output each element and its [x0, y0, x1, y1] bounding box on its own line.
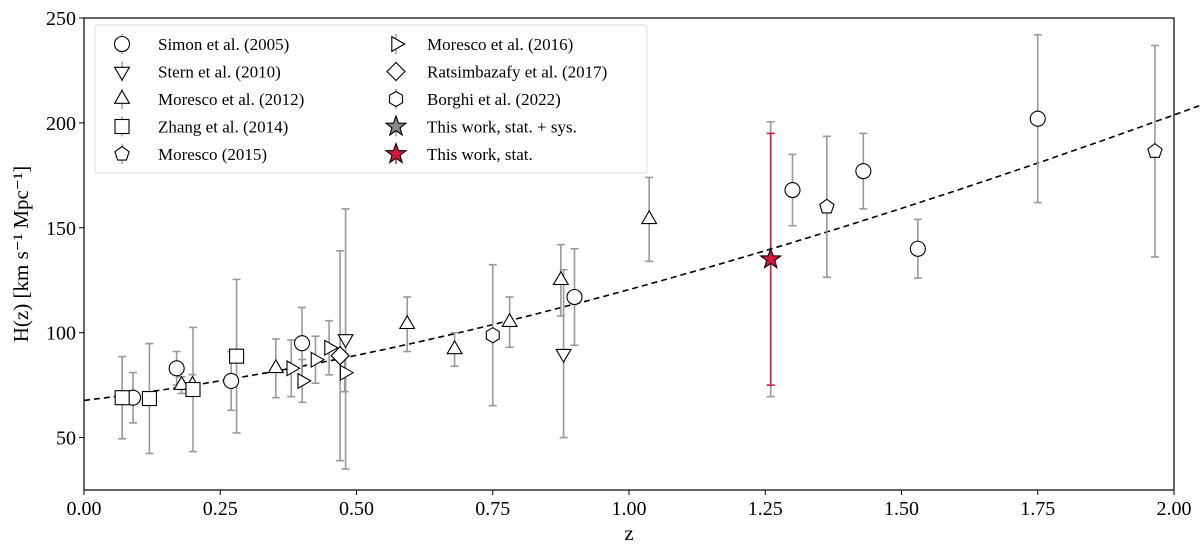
legend-label: Borghi et al. (2022) [427, 90, 561, 109]
x-tick-label: 0.50 [339, 498, 374, 520]
data-point-circle [566, 288, 583, 306]
legend-marker-square [114, 118, 130, 135]
legend-label: Moresco et al. (2016) [427, 35, 573, 54]
data-point-square [229, 348, 245, 364]
data-point-triangle-up [267, 358, 285, 374]
legend-label: This work, stat. [427, 145, 533, 164]
x-tick-label: 0.00 [67, 498, 102, 520]
legend-label: Stern et al. (2010) [158, 63, 281, 82]
data-point-star-red [759, 247, 783, 270]
data-point-circle [1029, 110, 1046, 127]
data-point-triangle-right [310, 351, 326, 369]
data-point-triangle-right [286, 360, 301, 377]
legend-label: Simon et al. (2005) [158, 35, 289, 54]
y-axis-label: H(z) [km s⁻¹ Mpc⁻¹] [9, 166, 33, 342]
legend-label: Zhang et al. (2014) [158, 118, 288, 137]
x-tick-label: 1.00 [612, 498, 647, 520]
data-point-triangle-up [552, 270, 570, 286]
plot-area: 0.00 0.25 0.50 0.75 1.00 1.25 1.50 1.75 2.00 50 10… [46, 8, 1200, 520]
legend: Simon et al. (2005) Stern et al. (2010) Mo… [94, 24, 648, 174]
data-point-square [114, 390, 130, 406]
data-point-triangle-up [640, 209, 658, 225]
y-tick-label: 250 [46, 8, 76, 30]
data-point-diamond [330, 345, 350, 366]
legend-marker-hexagon [388, 90, 404, 108]
legend-label: Moresco (2015) [158, 145, 267, 164]
x-tick-label: 1.50 [884, 498, 919, 520]
data-point-circle [909, 240, 926, 257]
legend-label: Moresco et al. (2012) [158, 90, 304, 109]
data-point-square [185, 381, 201, 398]
legend-marker-triangle-down [113, 66, 131, 82]
data-point-pentagon [819, 198, 835, 214]
data-point-square [141, 390, 157, 407]
x-tick-label: 0.75 [475, 498, 510, 520]
data-point-circle [168, 360, 185, 377]
data-point-circle [223, 372, 240, 389]
data-point-triangle-up [446, 339, 463, 355]
x-tick-label: 0.25 [203, 498, 238, 520]
data-point-triangle-right [339, 364, 355, 382]
legend-label: This work, stat. + sys. [427, 118, 577, 137]
legend-marker-star-red [384, 141, 408, 164]
data-point-triangle-down [555, 348, 572, 364]
data-point-triangle-up [398, 314, 416, 330]
legend-box [94, 24, 648, 174]
data-point-hexagon [485, 327, 500, 344]
data-point-pentagon [1147, 143, 1163, 158]
x-tick-label: 1.25 [748, 498, 783, 520]
data-point-triangle-right [297, 372, 312, 390]
legend-marker-triangle-right [391, 35, 406, 53]
y-tick-label: 100 [46, 323, 76, 345]
y-tick-label: 200 [46, 113, 76, 135]
legend-marker-pentagon [114, 145, 130, 161]
x-tick-label: 1.75 [1020, 498, 1055, 520]
legend-marker-triangle-up [113, 89, 131, 104]
data-point-circle [293, 335, 311, 352]
data-point-triangle-up [173, 375, 190, 390]
legend-marker-circle [113, 35, 131, 53]
legend-label: Ratsimbazafy et al. (2017) [427, 63, 607, 82]
data-point-triangle-up [501, 312, 518, 327]
data-point-circle [855, 163, 872, 180]
legend-marker-diamond [386, 61, 406, 82]
y-tick-label: 50 [56, 428, 76, 450]
data-point-triangle-right [324, 339, 339, 357]
x-tick-label: 2.00 [1157, 498, 1192, 520]
legend-marker-star-gray [384, 114, 408, 137]
x-axis-label: z [624, 521, 633, 545]
y-tick-label: 150 [46, 218, 76, 240]
data-point-circle [784, 181, 801, 199]
data-point-triangle-down [337, 334, 354, 349]
